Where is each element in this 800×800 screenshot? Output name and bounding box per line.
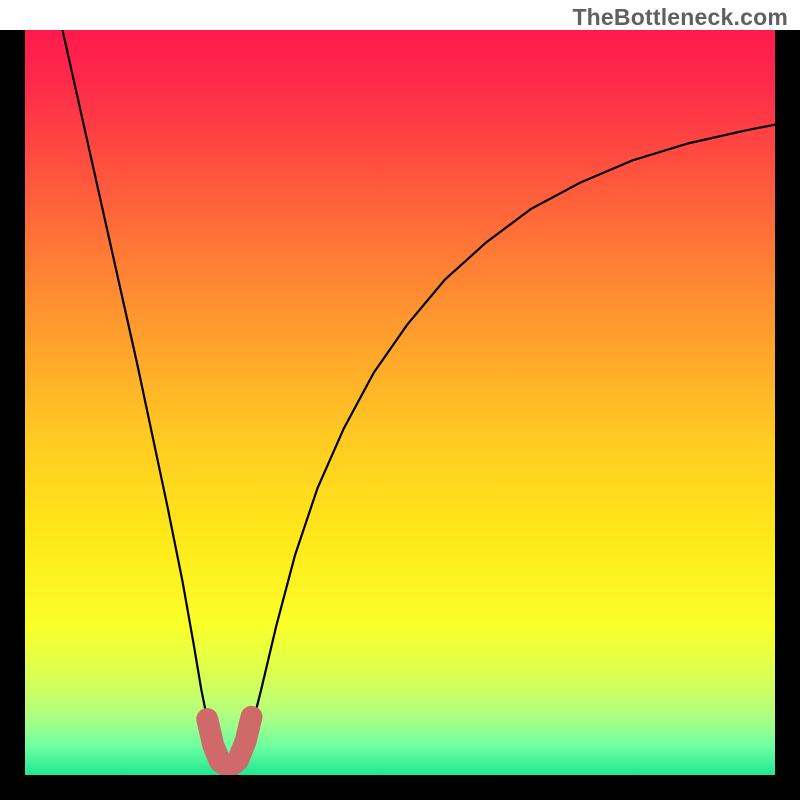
watermark-text: TheBottleneck.com [572, 4, 788, 31]
gradient-background [25, 30, 775, 775]
bottleneck-chart [0, 0, 800, 800]
chart-container: { "watermark": "TheBottleneck.com", "cha… [0, 0, 800, 800]
